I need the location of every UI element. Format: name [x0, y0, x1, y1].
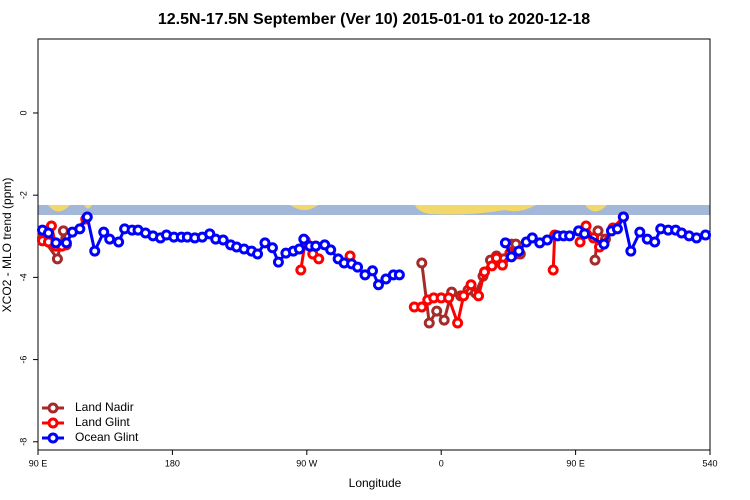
data-point: [541, 234, 553, 246]
data-point: [104, 233, 116, 245]
data-point: [458, 290, 470, 302]
y-tick-label: -6: [18, 356, 28, 364]
plot-frame: [37, 38, 711, 451]
data-point: [499, 237, 511, 249]
data-point: [325, 244, 337, 256]
data-point: [634, 226, 646, 238]
legend-label: Ocean Glint: [75, 430, 139, 444]
data-point: [579, 228, 591, 240]
data-point: [473, 290, 485, 302]
data-point: [438, 314, 450, 326]
legend-marker: [47, 417, 59, 429]
data-point: [51, 253, 63, 265]
data-point: [89, 245, 101, 257]
data-point: [691, 232, 703, 244]
data-point: [217, 234, 229, 246]
x-tick-label: 0: [439, 458, 444, 468]
series-line: [551, 234, 557, 271]
data-point: [74, 223, 86, 235]
data-point: [700, 229, 712, 241]
data-point: [298, 233, 310, 245]
data-point: [293, 243, 305, 255]
legend-marker: [47, 402, 59, 414]
data-point: [443, 292, 455, 304]
x-tick-label: 90 E: [566, 458, 585, 468]
data-point: [505, 251, 517, 263]
x-tick-label: 90 E: [29, 458, 48, 468]
data-point: [547, 264, 559, 276]
data-point: [310, 240, 322, 252]
x-tick-label: 540: [702, 458, 717, 468]
data-point: [513, 245, 525, 257]
y-tick-label: -4: [18, 273, 28, 281]
data-point: [452, 317, 464, 329]
data-point: [113, 236, 125, 248]
data-point: [649, 236, 661, 248]
data-point: [42, 227, 54, 239]
data-point: [252, 248, 264, 260]
data-point: [496, 259, 508, 271]
data-point: [352, 261, 364, 273]
map-strip: [38, 205, 710, 215]
data-point: [372, 279, 384, 291]
data-point: [98, 226, 110, 238]
data-point: [465, 279, 477, 291]
data-point: [272, 256, 284, 268]
data-point: [479, 266, 491, 278]
data-point: [617, 211, 629, 223]
data-point: [526, 232, 538, 244]
y-tick-label: -8: [18, 438, 28, 446]
data-point: [367, 265, 379, 277]
data-point: [259, 237, 271, 249]
x-axis-title: Longitude: [349, 476, 402, 490]
y-tick-label: -2: [18, 191, 28, 199]
data-point: [611, 223, 623, 235]
data-point: [431, 305, 443, 317]
legend-label: Land Glint: [75, 415, 130, 429]
x-tick-label: 180: [165, 458, 180, 468]
data-point: [416, 257, 428, 269]
data-point: [574, 236, 586, 248]
data-point: [625, 245, 637, 257]
legend-marker: [47, 432, 59, 444]
data-point: [313, 253, 325, 265]
legend-label: Land Nadir: [75, 400, 134, 414]
data-point: [60, 237, 72, 249]
chart-title: 12.5N-17.5N September (Ver 10) 2015-01-0…: [158, 11, 590, 28]
data-point: [266, 242, 278, 254]
data-point: [486, 260, 498, 272]
y-axis-title: XCO2 - MLO trend (ppm): [0, 178, 14, 313]
data-point: [598, 238, 610, 250]
x-tick-label: 90 W: [296, 458, 318, 468]
data-point: [416, 301, 428, 313]
data-point: [589, 254, 601, 266]
data-point: [423, 317, 435, 329]
data-point: [564, 230, 576, 242]
data-point: [81, 211, 93, 223]
data-point: [295, 264, 307, 276]
data-point: [393, 269, 405, 281]
data-point: [50, 237, 62, 249]
y-tick-label: 0: [18, 110, 28, 115]
data-point: [490, 252, 502, 264]
data-point: [57, 225, 69, 237]
